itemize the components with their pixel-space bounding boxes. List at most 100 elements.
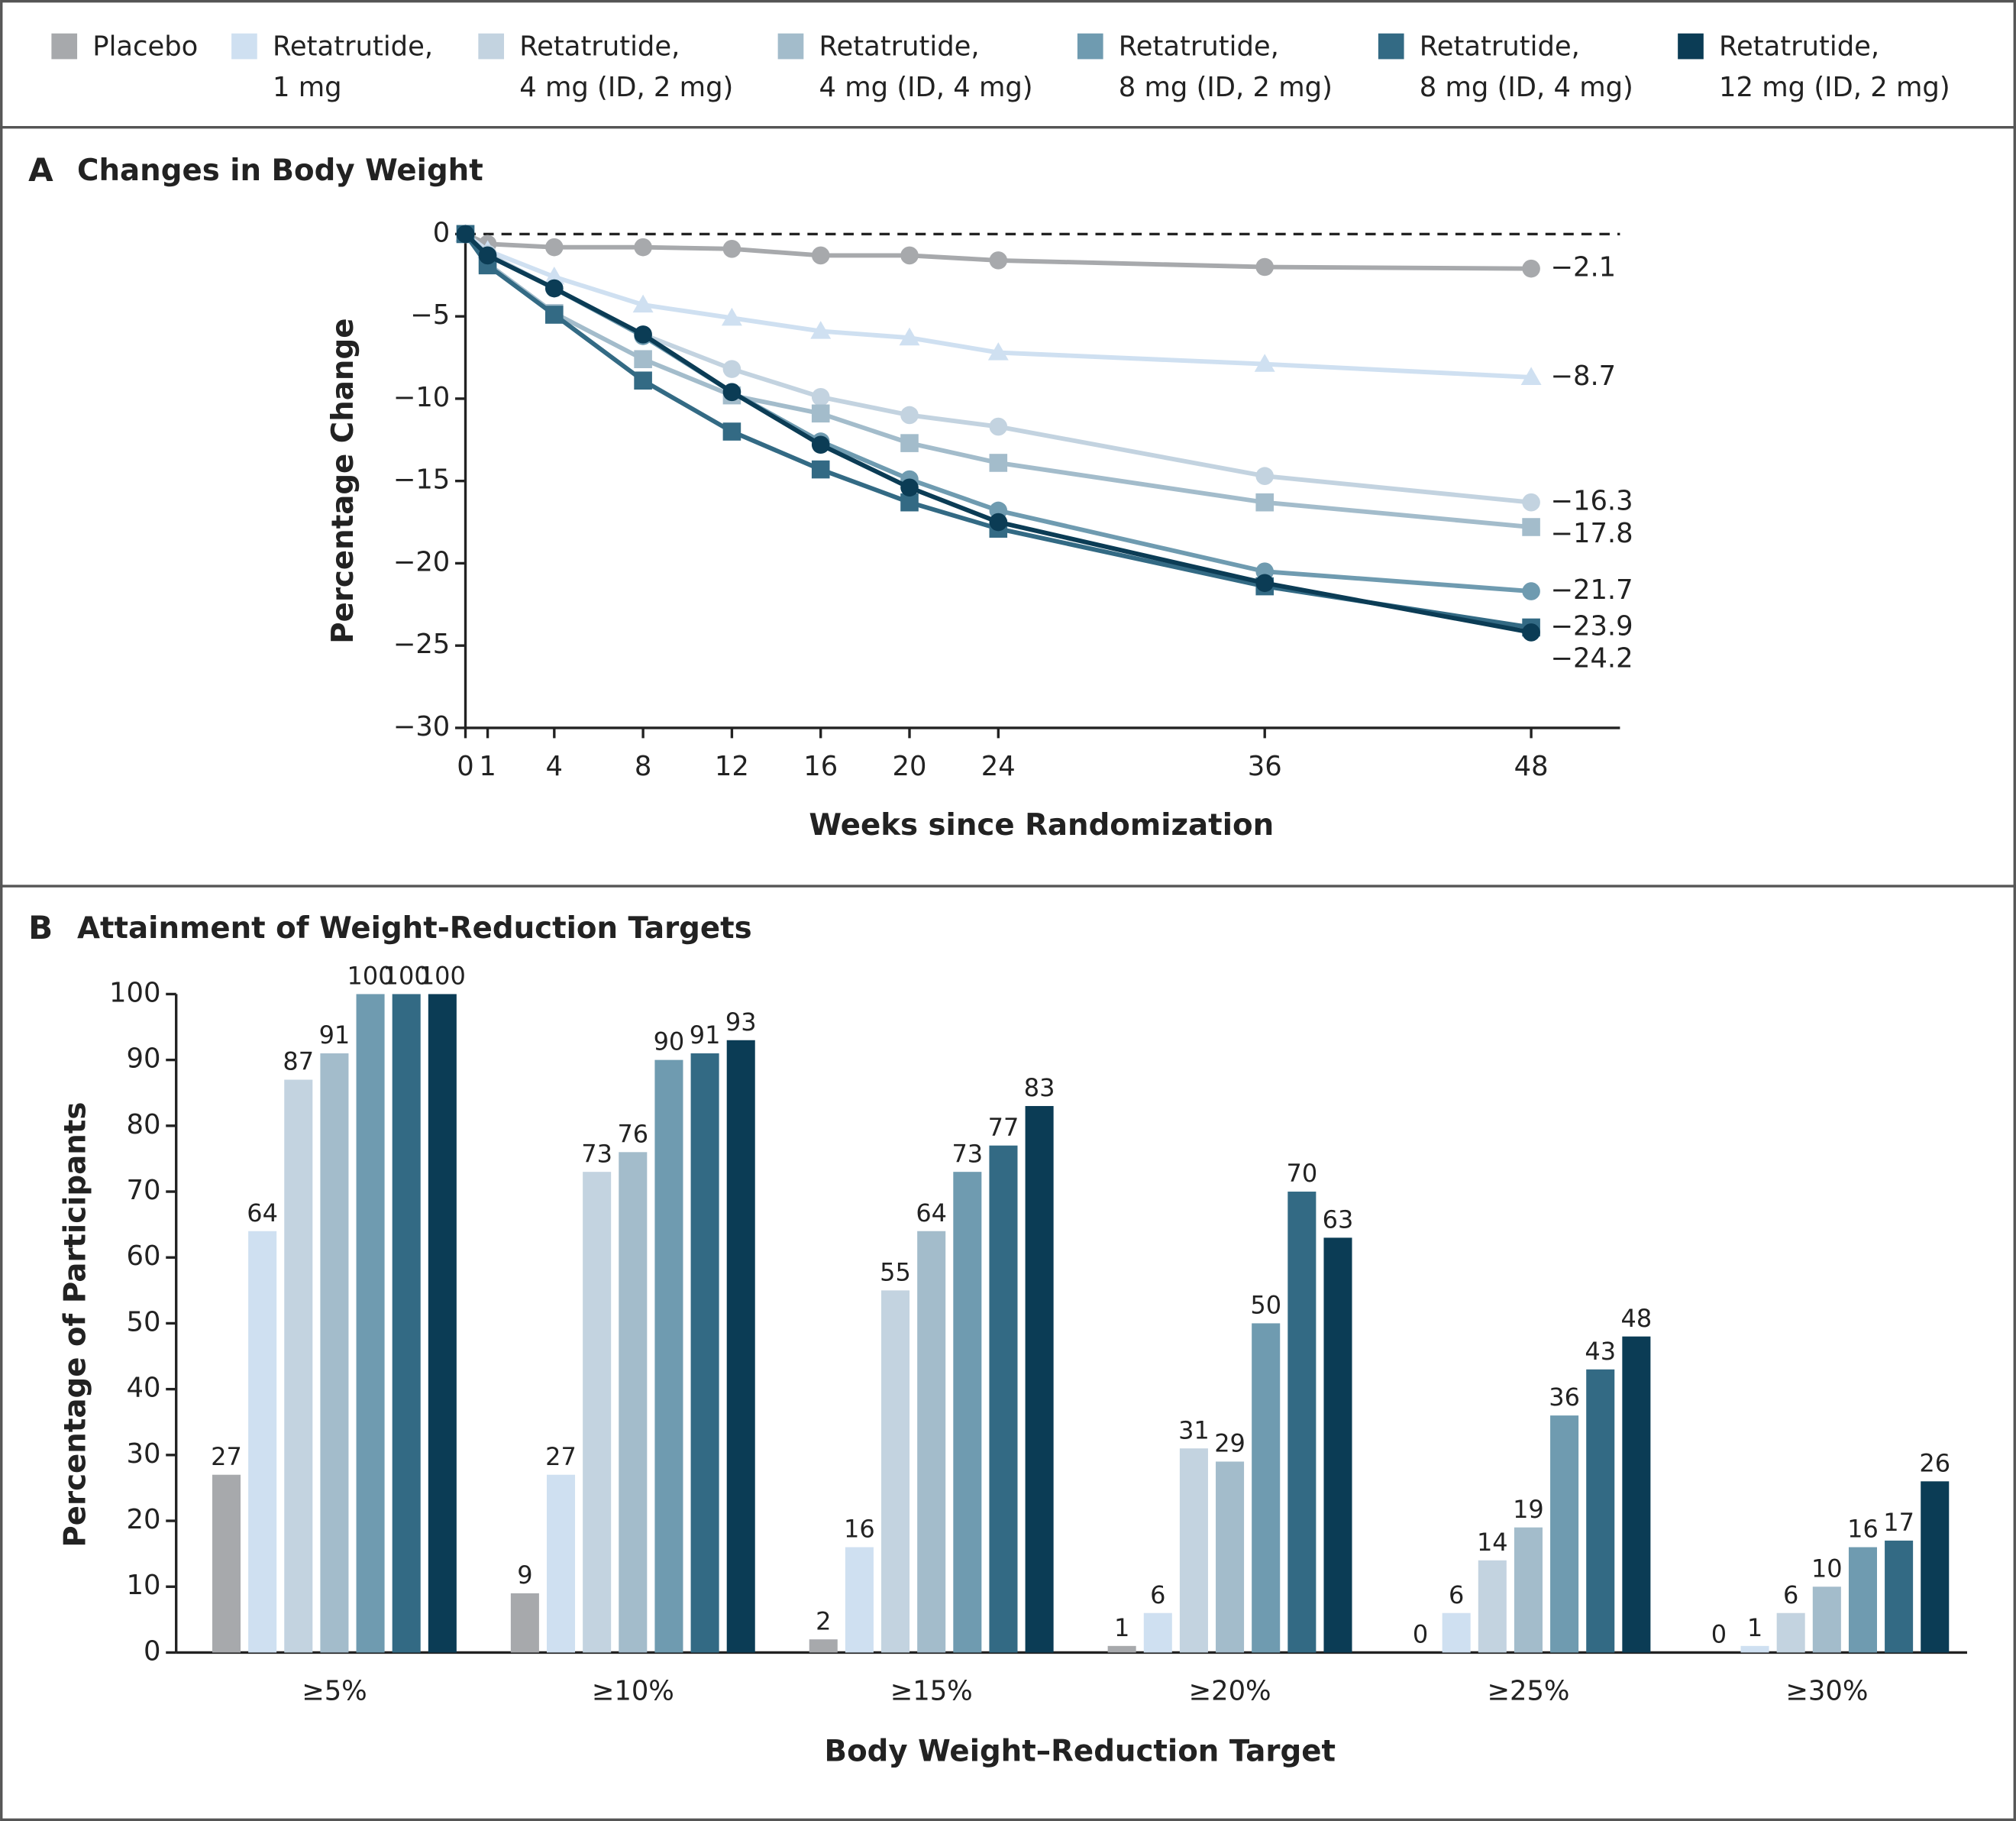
marker (1522, 493, 1540, 512)
legend-label: Placebo (92, 31, 198, 62)
marker (722, 383, 741, 402)
value-label: 87 (283, 1047, 314, 1076)
marker (900, 246, 919, 265)
value-label: 50 (1250, 1291, 1281, 1320)
y-tick-label: 90 (127, 1043, 161, 1075)
bar (1442, 1612, 1471, 1653)
bar (547, 1474, 576, 1653)
bar (619, 1152, 648, 1653)
y-tick-label: −25 (393, 629, 451, 660)
end-label: −17.8 (1550, 518, 1633, 549)
x-tick-label: 4 (546, 751, 564, 782)
y-axis-title: Percentage Change (326, 319, 360, 644)
value-label: 43 (1585, 1337, 1616, 1366)
end-label: −16.3 (1550, 486, 1633, 517)
bar (845, 1547, 874, 1653)
value-label: 76 (617, 1119, 648, 1148)
bar (583, 1172, 612, 1653)
value-label: 64 (247, 1198, 278, 1227)
value-label: 1 (1747, 1613, 1762, 1642)
value-label: 1 (1114, 1613, 1129, 1642)
bar (1323, 1237, 1352, 1653)
x-tick-label: 24 (981, 751, 1016, 782)
x-tick-label: 8 (635, 751, 652, 782)
marker (987, 342, 1009, 361)
value-label: 16 (844, 1515, 875, 1544)
x-tick-label: ≥20% (1188, 1676, 1271, 1707)
bar (1740, 1645, 1769, 1653)
value-label: 100 (383, 962, 430, 991)
marker (634, 238, 652, 257)
y-tick-label: −15 (393, 464, 451, 496)
bar (1287, 1192, 1317, 1653)
bar (953, 1172, 982, 1653)
value-label: 0 (1711, 1620, 1727, 1649)
end-label: −23.9 (1550, 610, 1633, 642)
y-tick-label: 50 (127, 1306, 161, 1337)
marker (545, 238, 564, 257)
bar (726, 1040, 755, 1653)
marker (632, 294, 654, 313)
marker (811, 387, 830, 406)
y-tick-label: −5 (410, 299, 450, 331)
x-tick-label: 48 (1514, 751, 1549, 782)
bar (1252, 1323, 1281, 1653)
y-tick-label: 60 (127, 1240, 161, 1272)
bar (1848, 1547, 1877, 1653)
value-label: 48 (1621, 1304, 1653, 1333)
bar (1776, 1612, 1805, 1653)
legend-swatch (1077, 33, 1103, 60)
value-label: 2 (816, 1606, 831, 1635)
marker (722, 422, 741, 441)
legend-swatch (478, 33, 505, 60)
value-label: 26 (1919, 1448, 1950, 1477)
value-label: 9 (517, 1561, 532, 1590)
legend-swatch (777, 33, 804, 60)
bar (1622, 1336, 1651, 1653)
value-label: 77 (988, 1113, 1019, 1142)
y-tick-label: 20 (127, 1504, 161, 1535)
bar (510, 1593, 539, 1653)
bar (989, 1145, 1018, 1653)
y-tick-label: 30 (127, 1438, 161, 1470)
end-label: −21.7 (1550, 574, 1633, 606)
y-tick-label: 10 (127, 1570, 161, 1601)
bar (1514, 1527, 1543, 1653)
legend: Placebo Retatrutide, 1 mg Retatrutide, 4 mg … (51, 31, 1950, 103)
marker (989, 417, 1008, 436)
marker (1522, 518, 1540, 536)
value-label: 29 (1214, 1429, 1245, 1458)
bar (690, 1053, 719, 1653)
value-label: 90 (654, 1027, 685, 1056)
legend-swatch (51, 33, 78, 60)
end-label: −24.2 (1550, 643, 1633, 674)
bar (809, 1639, 838, 1653)
value-label: 36 (1549, 1383, 1580, 1412)
value-label: 14 (1477, 1528, 1508, 1557)
marker (989, 251, 1008, 270)
x-axis-title: Body Weight–Reduction Target (825, 1734, 1336, 1768)
marker (544, 266, 565, 285)
bar (1550, 1415, 1579, 1653)
marker (634, 350, 652, 368)
bar (1216, 1461, 1245, 1653)
marker (1255, 257, 1274, 277)
value-label: 63 (1323, 1205, 1354, 1234)
bar (881, 1290, 910, 1653)
legend-swatch (1378, 33, 1404, 60)
bar (1143, 1612, 1172, 1653)
marker (1255, 467, 1274, 485)
marker (634, 371, 652, 390)
marker (900, 434, 919, 452)
marker (1255, 574, 1274, 593)
legend-label: Retatrutide, 4 mg (ID, 4 mg) (819, 31, 1033, 103)
marker (721, 307, 742, 326)
marker (811, 404, 830, 423)
value-label: 100 (347, 962, 394, 991)
x-tick-label: 20 (893, 751, 927, 782)
y-tick-label: 70 (127, 1175, 161, 1206)
x-tick-label: 36 (1248, 751, 1282, 782)
value-label: 19 (1513, 1495, 1544, 1524)
